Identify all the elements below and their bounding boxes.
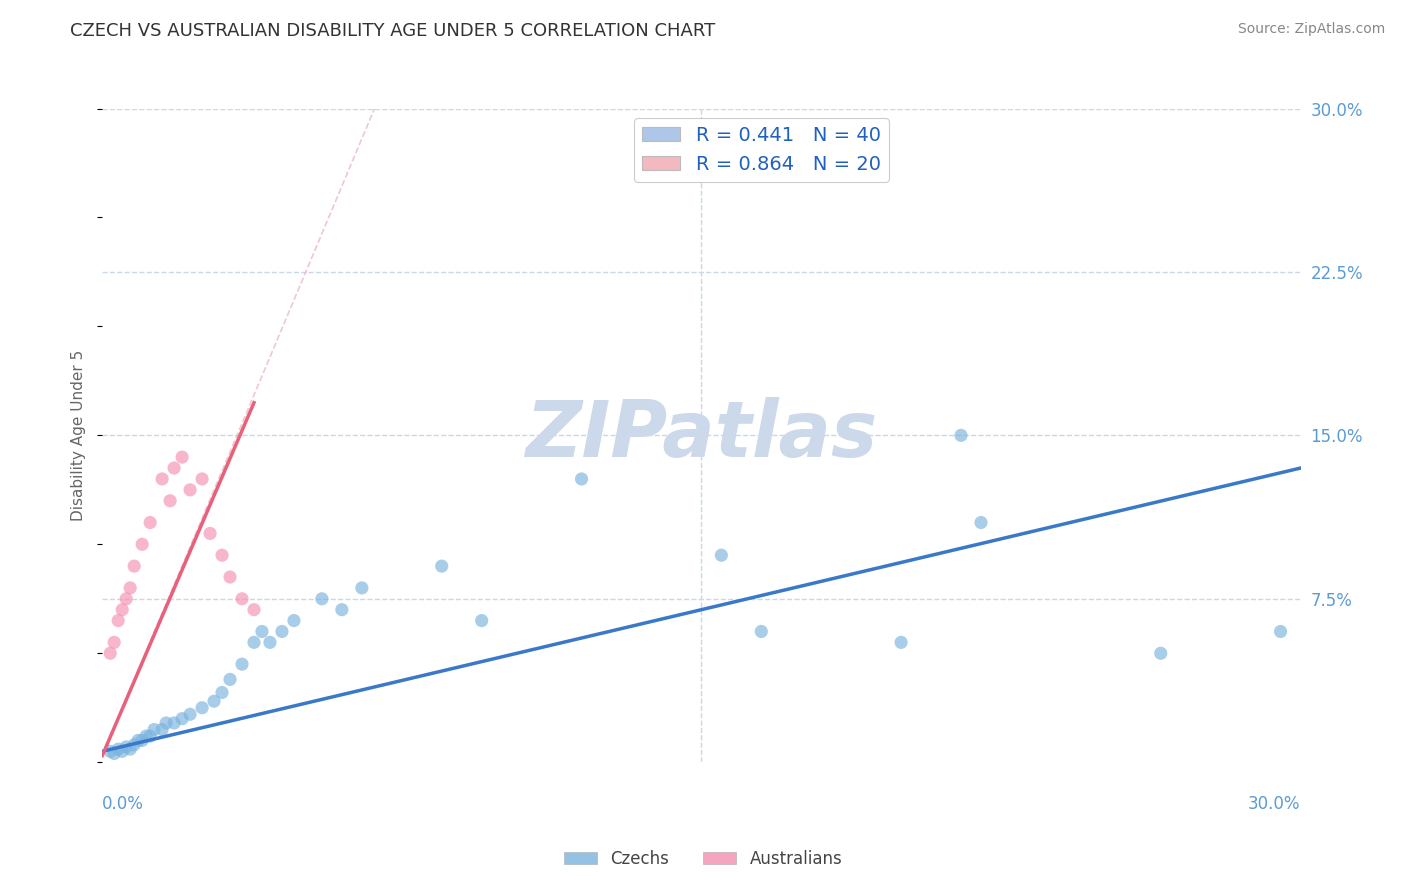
Point [115,591,138,606]
Text: 0.0%: 0.0% [103,795,143,813]
Point [103,635,125,649]
Point [172,712,194,726]
Text: ZIPatlas: ZIPatlas [526,397,877,474]
Point [283,614,305,628]
Point [211,685,233,699]
Point [98,744,121,758]
Point [198,526,221,541]
Text: 30.0%: 30.0% [1249,795,1301,813]
Point [120,581,142,595]
Point [159,493,181,508]
Legend: Czechs, Australians: Czechs, Australians [557,844,849,875]
Y-axis label: Disability Age Under 5: Disability Age Under 5 [72,350,86,521]
Point [471,614,494,628]
Point [202,694,225,708]
Point [191,700,214,714]
Point [211,548,233,562]
Text: Source: ZipAtlas.com: Source: ZipAtlas.com [1237,22,1385,37]
Point [172,450,194,465]
Point [231,591,253,606]
Point [122,559,145,574]
Point [243,635,266,649]
Point [243,603,266,617]
Point [430,559,453,574]
Point [571,472,593,486]
Point [122,738,145,752]
Point [179,483,201,497]
Point [890,635,912,649]
Point [330,603,353,617]
Point [107,742,129,756]
Point [191,472,214,486]
Point [120,742,142,756]
Point [150,472,173,486]
Point [107,614,129,628]
Legend: R = 0.441   N = 40, R = 0.864   N = 20: R = 0.441 N = 40, R = 0.864 N = 20 [634,119,889,181]
Point [219,673,242,687]
Point [135,729,157,743]
Point [131,733,153,747]
Point [103,747,125,761]
Point [115,739,138,754]
Point [311,591,333,606]
Point [143,723,166,737]
Point [155,716,177,731]
Point [111,603,134,617]
Point [710,548,733,562]
Point [139,729,162,743]
Point [950,428,973,442]
Point [111,744,134,758]
Point [350,581,373,595]
Point [271,624,294,639]
Text: CZECH VS AUSTRALIAN DISABILITY AGE UNDER 5 CORRELATION CHART: CZECH VS AUSTRALIAN DISABILITY AGE UNDER… [70,22,716,40]
Point [127,733,149,747]
Point [163,716,186,731]
Point [139,516,162,530]
Point [98,646,121,660]
Point [1270,624,1292,639]
Point [231,657,253,672]
Point [1150,646,1173,660]
Point [219,570,242,584]
Point [749,624,772,639]
Point [163,461,186,475]
Point [131,537,153,551]
Point [250,624,273,639]
Point [259,635,281,649]
Point [179,707,201,722]
Point [150,723,173,737]
Point [970,516,993,530]
